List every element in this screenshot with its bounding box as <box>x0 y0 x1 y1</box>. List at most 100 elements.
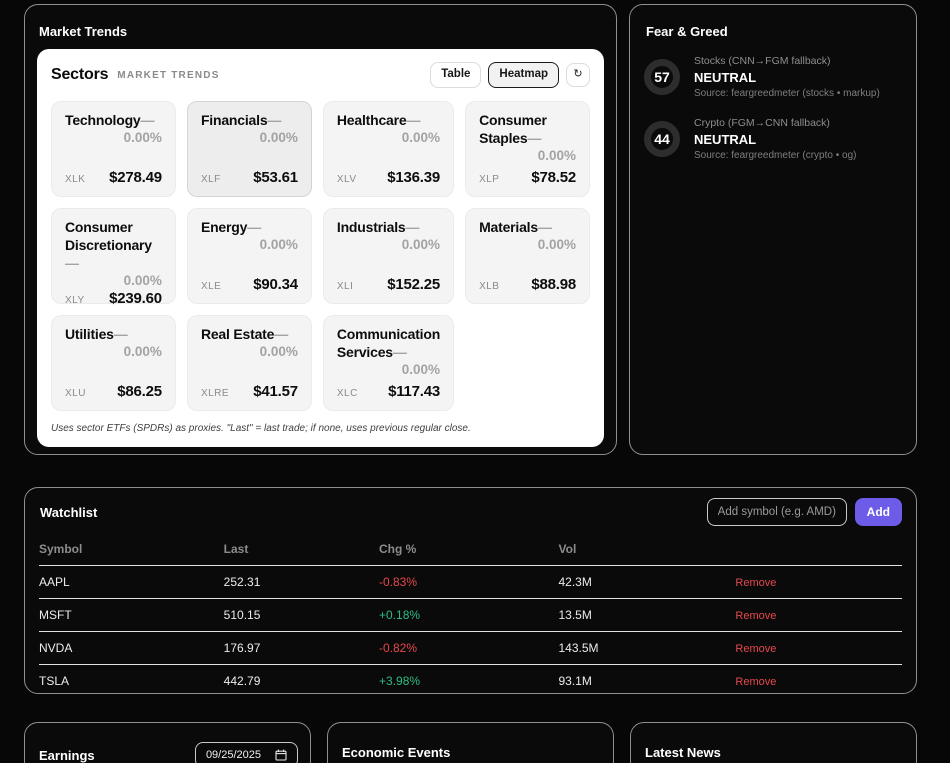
sector-change: 0.00% <box>401 236 441 252</box>
cell-last: 252.31 <box>223 575 261 589</box>
fear-greed-gauges: 57 Stocks (CNN→FGM fallback) NEUTRAL Sou… <box>644 55 902 161</box>
gauge-value: 57 <box>654 69 670 85</box>
sector-ticker: XLE <box>200 280 222 292</box>
sector-price: $278.49 <box>109 168 162 186</box>
cell-last: 510.15 <box>223 608 261 622</box>
sector-ticker: XLB <box>479 280 500 292</box>
sector-change: 0.00% <box>123 273 162 289</box>
economic-events-title: Economic Events <box>342 745 451 760</box>
sector-price: $86.25 <box>117 382 162 400</box>
sector-price: $78.52 <box>531 168 576 186</box>
sector-tile[interactable]: Healthcare— 0.00% XLV $136.39 <box>322 100 455 197</box>
sectors-title: Sectors <box>51 65 109 83</box>
gauge-label: Stocks (CNN→FGM fallback) <box>694 55 831 67</box>
sector-name: Communication Services <box>336 325 441 360</box>
sector-name: Real Estate <box>200 325 275 342</box>
dash: — <box>65 254 79 271</box>
sector-tile[interactable]: Materials— 0.00% XLB $88.98 <box>465 207 590 304</box>
market-trends-panel: Market Trends Sectors MARKET TRENDS Tabl… <box>24 4 617 455</box>
sectors-card-header: Sectors MARKET TRENDS Table Heatmap ↻ <box>51 62 590 88</box>
latest-news-panel: Latest News <box>630 722 917 763</box>
refresh-icon: ↻ <box>573 68 583 81</box>
column-symbol: Symbol <box>39 542 83 556</box>
sector-price: $117.43 <box>388 382 441 400</box>
watchlist-header-row: Symbol Last Chg % Vol <box>39 538 902 566</box>
dash: — <box>405 218 420 235</box>
gauge-value: 44 <box>654 131 670 147</box>
sector-tile[interactable]: Technology— 0.00% XLK $278.49 <box>51 100 176 197</box>
sector-tile[interactable]: Communication Services— 0.00% XLC $117.4… <box>322 314 455 411</box>
remove-link[interactable]: Remove <box>735 643 777 655</box>
sectors-footnote: Uses sector ETFs (SPDRs) as proxies. "La… <box>51 422 471 434</box>
sector-change: 0.00% <box>401 129 441 145</box>
sector-ticker: XLRE <box>200 387 230 399</box>
cell-chg: +3.98% <box>379 674 421 688</box>
calendar-icon <box>275 749 287 761</box>
add-symbol-input[interactable] <box>706 498 847 526</box>
cell-vol: 13.5M <box>558 608 592 622</box>
cell-chg: +0.18% <box>379 608 421 622</box>
remove-link[interactable]: Remove <box>735 676 777 688</box>
sector-price: $136.39 <box>387 168 441 186</box>
sector-tile[interactable]: Real Estate— 0.00% XLRE $41.57 <box>186 314 312 411</box>
sector-tile[interactable]: Consumer Discretionary— 0.00% XLY $239.6… <box>51 207 176 307</box>
sector-ticker: XLU <box>65 387 86 399</box>
sector-tiles: Technology— 0.00% XLK $278.49 Financials… <box>51 100 590 411</box>
sector-change: 0.00% <box>259 343 298 359</box>
sector-tile[interactable]: Consumer Staples— 0.00% XLP $78.52 <box>465 100 590 197</box>
dash: — <box>274 325 289 342</box>
sector-price: $152.25 <box>387 275 441 293</box>
fear-greed-gauge: 57 Stocks (CNN→FGM fallback) NEUTRAL Sou… <box>644 55 902 99</box>
refresh-button[interactable]: ↻ <box>566 62 590 87</box>
sector-change: 0.00% <box>401 361 441 377</box>
earnings-date-value: 09/25/2025 <box>205 749 261 761</box>
earnings-title: Earnings <box>39 747 95 763</box>
watchlist-title: Watchlist <box>40 504 98 520</box>
economic-events-panel: Economic Events <box>327 722 614 763</box>
sector-change: 0.00% <box>259 236 298 252</box>
column-actions <box>735 538 902 566</box>
watchlist-row: AAPL 252.31 -0.83% 42.3M Remove <box>39 566 902 599</box>
gauge-ring: 44 <box>644 121 680 157</box>
add-symbol-button[interactable]: Add <box>854 498 902 526</box>
sector-name: Consumer Discretionary <box>65 218 152 253</box>
sector-name: Materials <box>479 218 538 235</box>
dash: — <box>537 218 552 235</box>
sector-tile[interactable]: Utilities— 0.00% XLU $86.25 <box>51 314 176 411</box>
sector-price: $239.60 <box>109 289 162 307</box>
earnings-panel: Earnings 09/25/2025 <box>24 722 311 763</box>
watchlist-panel: Watchlist Add Symbol Last Chg % Vol AAPL… <box>24 487 917 694</box>
sector-name: Technology <box>65 111 141 128</box>
gauge-source: Source: feargreedmeter (stocks • markup) <box>694 88 880 99</box>
heatmap-view-button[interactable]: Heatmap <box>488 62 559 88</box>
sector-name: Energy <box>200 218 248 235</box>
cell-last: 442.79 <box>223 674 261 688</box>
earnings-date-input[interactable]: 09/25/2025 <box>194 742 298 763</box>
sectors-subtitle: MARKET TRENDS <box>117 70 220 82</box>
column-vol: Vol <box>558 542 577 556</box>
sectors-card: Sectors MARKET TRENDS Table Heatmap ↻ Te… <box>37 49 604 447</box>
table-view-button[interactable]: Table <box>430 62 482 88</box>
sector-ticker: XLV <box>336 173 357 185</box>
sector-change: 0.00% <box>537 147 576 163</box>
watchlist-row: TSLA 442.79 +3.98% 93.1M Remove <box>39 665 902 698</box>
fear-greed-title: Fear & Greed <box>646 24 728 39</box>
dash: — <box>527 129 542 146</box>
dash: — <box>247 218 262 235</box>
sector-tile[interactable]: Energy— 0.00% XLE $90.34 <box>186 207 312 304</box>
market-trends-title: Market Trends <box>39 24 128 39</box>
column-chg: Chg % <box>379 542 417 556</box>
sector-change: 0.00% <box>259 129 298 145</box>
cell-last: 176.97 <box>223 641 261 655</box>
remove-link[interactable]: Remove <box>735 610 777 622</box>
gauge-label: Crypto (FGM→CNN fallback) <box>694 117 830 129</box>
gauge-status: NEUTRAL <box>694 132 757 147</box>
remove-link[interactable]: Remove <box>735 577 777 589</box>
cell-vol: 42.3M <box>558 575 592 589</box>
watchlist-row: NVDA 176.97 -0.82% 143.5M Remove <box>39 632 902 665</box>
sector-name: Utilities <box>65 325 114 342</box>
sector-tile[interactable]: Industrials— 0.00% XLI $152.25 <box>322 207 455 304</box>
column-last: Last <box>223 542 249 556</box>
sector-ticker: XLP <box>479 173 500 185</box>
sector-tile[interactable]: Financials— 0.00% XLF $53.61 <box>186 100 312 197</box>
